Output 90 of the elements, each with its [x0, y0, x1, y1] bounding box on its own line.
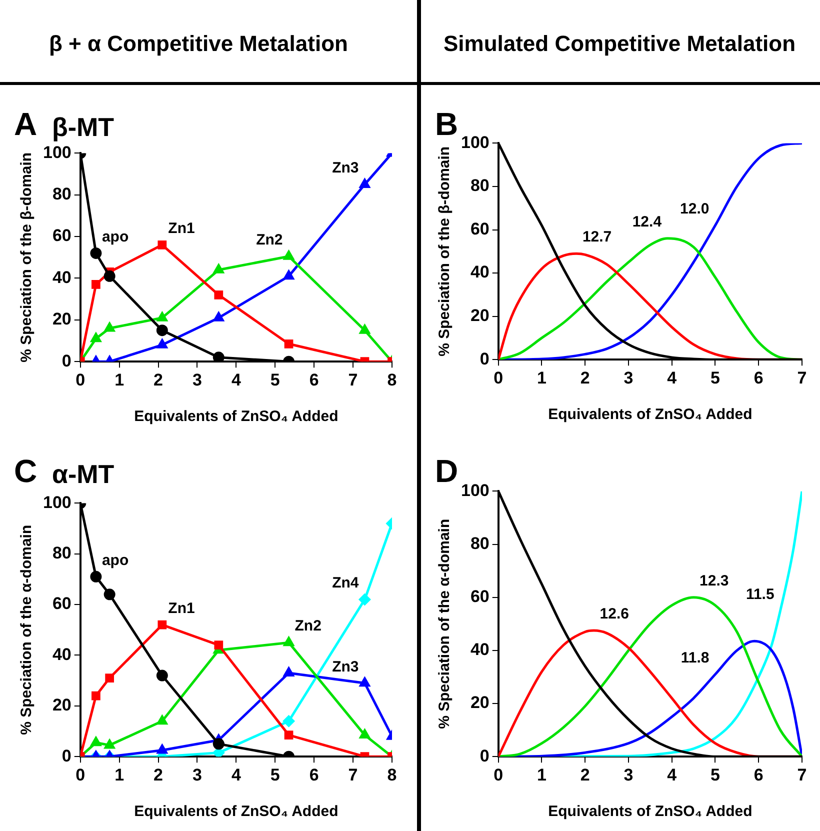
series-label: Zn3: [332, 160, 359, 177]
y-tick-label: 40: [470, 640, 490, 660]
y-tick-label: 80: [52, 544, 72, 563]
y-tick-label: 40: [52, 644, 72, 664]
series-label: Zn1: [168, 220, 195, 238]
y-tick-label: 100: [460, 132, 490, 152]
x-axis-title: Equivalents of ZnSO₄ Added: [548, 406, 752, 424]
x-tick-label: 1: [114, 370, 124, 390]
x-tick-label: 6: [309, 765, 319, 784]
y-axis-title: % Speciation of the α-domain: [18, 524, 36, 735]
y-tick-label: 60: [52, 226, 72, 246]
y-tick-label: 60: [470, 219, 490, 238]
x-tick-label: 8: [387, 370, 397, 390]
y-tick-label: 20: [52, 696, 72, 715]
y-tick-label: 0: [62, 746, 72, 766]
x-tick-label: 3: [624, 368, 634, 388]
x-tick-label: 5: [710, 368, 720, 388]
x-tick-label: 6: [309, 370, 319, 390]
x-tick-label: 7: [797, 765, 807, 784]
x-tick-label: 4: [667, 765, 678, 784]
series-label: 12.6: [600, 606, 629, 623]
x-tick-label: 7: [348, 370, 358, 390]
series-label: Zn4: [332, 574, 360, 592]
y-axis-title: % Speciation of the β-domain: [436, 146, 454, 356]
text: β + α Competitive Metalation: [48, 30, 349, 58]
series-label: Zn1: [168, 600, 195, 617]
x-axis-title: Equivalents of ZnSO₄ Added: [134, 408, 338, 426]
x-tick-label: 6: [754, 765, 764, 784]
y-tick-label: 0: [480, 746, 490, 766]
x-tick-label: 8: [387, 765, 397, 784]
y-tick-label: 80: [470, 534, 490, 553]
series-label: 11.8: [680, 649, 710, 666]
x-tick-label: 2: [580, 368, 590, 388]
text: D: [435, 453, 458, 489]
x-tick-label: 1: [537, 765, 546, 784]
series-label: Zn3: [332, 658, 359, 676]
series-label: 12.0: [680, 200, 710, 218]
y-tick-label: 20: [52, 310, 72, 329]
y-tick-label: 0: [480, 349, 490, 368]
x-tick-label: 0: [494, 765, 504, 784]
x-tick-label: 2: [154, 765, 164, 784]
text: B: [435, 106, 458, 142]
y-tick-label: 20: [470, 306, 490, 326]
x-tick-label: 0: [494, 368, 504, 388]
x-axis-title: Equivalents of ZnSO₄ Added: [134, 803, 338, 820]
y-tick-label: 100: [42, 492, 72, 512]
series-label: 12.4: [632, 214, 662, 231]
series-label: 12.3: [700, 572, 729, 590]
x-tick-label: 1: [114, 765, 124, 784]
x-tick-label: 7: [348, 765, 358, 784]
x-tick-label: 2: [154, 370, 164, 390]
x-tick-label: 0: [76, 765, 86, 784]
x-tick-label: 2: [580, 765, 590, 784]
x-tick-label: 3: [624, 765, 634, 784]
chart-title: β-MT: [52, 112, 114, 142]
x-tick-label: 7: [797, 368, 807, 388]
y-tick-label: 0: [62, 351, 72, 370]
x-tick-label: 5: [270, 765, 280, 784]
series-label: 12.7: [582, 228, 612, 246]
y-tick-label: 40: [470, 262, 490, 282]
x-tick-label: 3: [192, 765, 202, 784]
y-tick-label: 80: [52, 184, 72, 204]
series-label: apo: [102, 228, 129, 246]
y-tick-label: 100: [460, 480, 490, 500]
y-tick-label: 20: [470, 693, 490, 712]
x-tick-label: 4: [667, 368, 678, 388]
text: C: [14, 453, 38, 489]
y-axis-title: % Speciation of the β-domain: [18, 152, 36, 362]
y-tick-label: 40: [52, 268, 72, 287]
series-label: Zn2: [256, 232, 283, 248]
x-tick-label: 4: [231, 370, 242, 390]
chart-title: α-MT: [52, 459, 114, 489]
text: A: [14, 106, 38, 142]
x-axis-title: Equivalents of ZnSO₄ Added: [548, 803, 752, 820]
x-tick-label: 0: [76, 370, 86, 390]
series-label: Zn2: [294, 618, 322, 635]
x-tick-label: 5: [710, 765, 720, 784]
series-label: apo: [102, 552, 129, 569]
x-tick-label: 5: [270, 370, 280, 390]
y-tick-label: 100: [42, 142, 72, 162]
x-tick-label: 4: [231, 765, 242, 784]
text: Simulated Competitive Metalation: [442, 30, 797, 58]
series-label: 11.5: [746, 586, 774, 603]
y-tick-label: 80: [470, 176, 490, 196]
x-tick-label: 3: [192, 370, 202, 390]
x-tick-label: 1: [537, 368, 546, 388]
x-tick-label: 6: [754, 368, 764, 388]
y-axis-title: % Speciation of the α-domain: [436, 518, 454, 729]
y-tick-label: 60: [470, 587, 490, 606]
y-tick-label: 60: [52, 594, 72, 614]
